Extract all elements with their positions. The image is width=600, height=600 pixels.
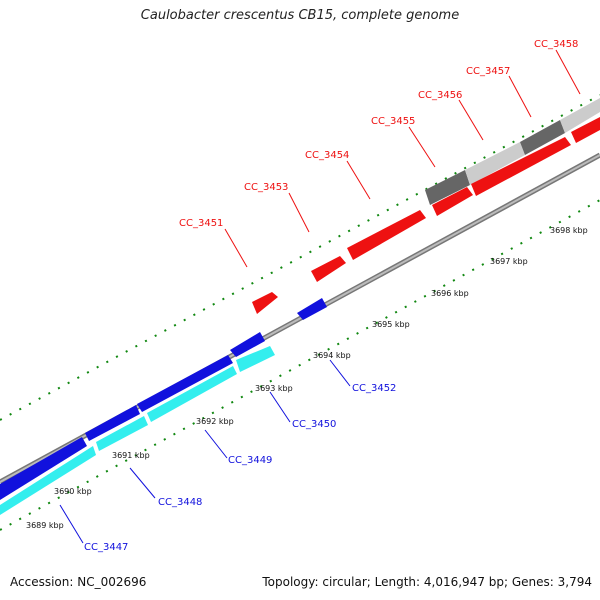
gene-label[interactable]: CC_3450 xyxy=(292,419,336,430)
gene-label[interactable]: CC_3453 xyxy=(244,182,288,193)
gene-cc3455[interactable] xyxy=(432,187,473,216)
kbp-label: 3698 kbp xyxy=(550,226,588,235)
gene-cc3452[interactable] xyxy=(297,298,327,320)
kbp-label: 3689 kbp xyxy=(26,521,64,530)
gene-cc3447[interactable] xyxy=(0,437,87,500)
reverse-gene-track xyxy=(0,298,327,500)
reverse-gene-labels: CC_3447 CC_3448 CC_3449 CC_3450 CC_3452 xyxy=(59,359,396,553)
gene-cc3454[interactable] xyxy=(347,210,426,260)
gene-cc3449[interactable] xyxy=(137,355,233,412)
gc-content-track xyxy=(425,98,600,205)
gene-cc3453[interactable] xyxy=(311,256,346,282)
kbp-label: 3693 kbp xyxy=(255,384,293,393)
gene-label[interactable]: CC_3449 xyxy=(228,455,272,466)
gene-cc3450[interactable] xyxy=(230,332,265,357)
inner-tick-row xyxy=(0,199,600,531)
kbp-label: 3692 kbp xyxy=(196,417,234,426)
kbp-label: 3695 kbp xyxy=(372,320,410,329)
gene-cc3457[interactable] xyxy=(571,117,600,143)
gene-label[interactable]: CC_3447 xyxy=(84,542,128,553)
kbp-label: 3691 kbp xyxy=(112,451,150,460)
kbp-label: 3694 kbp xyxy=(313,351,351,360)
gene-label[interactable]: CC_3448 xyxy=(158,497,202,508)
forward-gene-track xyxy=(252,117,600,314)
gene-label[interactable]: CC_3451 xyxy=(179,218,223,229)
gene-label[interactable]: CC_3454 xyxy=(305,150,349,161)
kbp-label: 3696 kbp xyxy=(431,289,469,298)
kbp-labels: 3689 kbp 3690 kbp 3691 kbp 3692 kbp 3693… xyxy=(26,226,588,530)
kbp-label: 3697 kbp xyxy=(490,257,528,266)
map-title: Caulobacter crescentus CB15, complete ge… xyxy=(140,8,460,23)
gene-label[interactable]: CC_3457 xyxy=(466,66,510,77)
gene-label[interactable]: CC_3455 xyxy=(371,116,415,127)
gene-label[interactable]: CC_3456 xyxy=(418,90,462,101)
genome-summary: Topology: circular; Length: 4,016,947 bp… xyxy=(262,575,592,589)
gene-cc3456[interactable] xyxy=(471,137,571,196)
gene-cc3451[interactable] xyxy=(252,292,278,314)
accession-label: Accession: NC_002696 xyxy=(10,575,147,589)
kbp-label: 3690 kbp xyxy=(54,487,92,496)
forward-gene-labels: CC_3451 CC_3453 CC_3454 CC_3455 CC_3456 … xyxy=(179,39,581,268)
gene-label[interactable]: CC_3452 xyxy=(352,383,396,394)
outer-tick-row xyxy=(0,94,600,421)
gene-label[interactable]: CC_3458 xyxy=(534,39,578,50)
cds-track xyxy=(0,346,275,515)
gene-cc3448[interactable] xyxy=(85,405,140,441)
